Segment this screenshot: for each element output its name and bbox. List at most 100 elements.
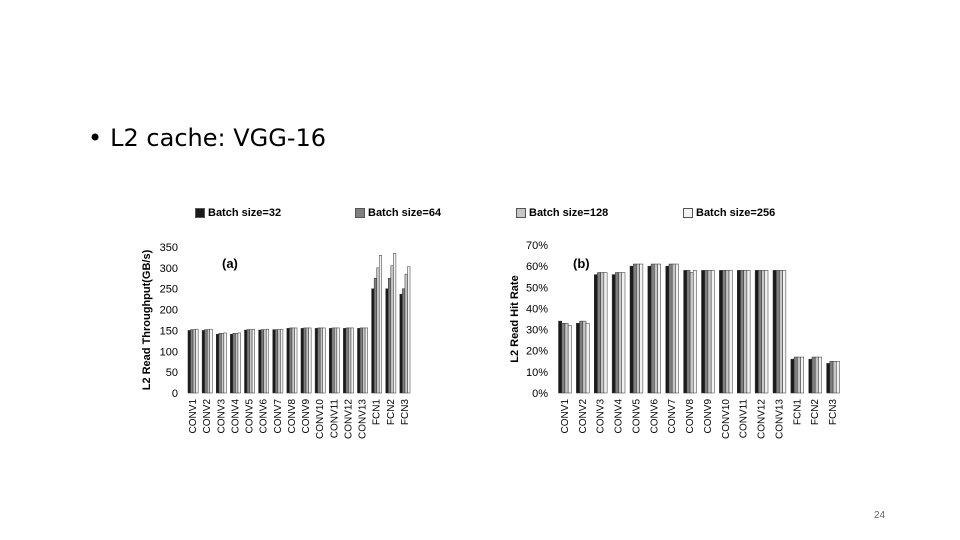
- bar-batchsize128-conv2: [206, 329, 210, 394]
- bar-batchsize128-conv1: [192, 329, 196, 394]
- y-tick-label: 70%: [526, 240, 548, 252]
- bar-batchsize256-fcn2: [393, 253, 397, 394]
- bar-batchsize256-conv12: [350, 327, 354, 394]
- bar-batchsize256-conv4: [621, 272, 626, 394]
- bar-batchsize128-conv6: [654, 263, 658, 394]
- x-tick-label: FCN2: [386, 399, 397, 426]
- bar-batchsize64-conv6: [260, 329, 264, 394]
- bar-batchsize32-conv2: [201, 330, 205, 394]
- bar-batchsize256-conv4: [237, 332, 241, 394]
- bar-batchsize128-conv9: [305, 327, 309, 394]
- bar-batchsize256-conv13: [782, 270, 787, 394]
- x-tick-label: CONV12: [757, 399, 768, 439]
- bar-batchsize128-conv3: [600, 272, 605, 394]
- bar-batchsize256-fcn1: [378, 255, 383, 394]
- bar-batchsize32-conv8: [286, 328, 290, 394]
- x-tick-label: CONV10: [315, 399, 326, 439]
- bar-batchsize32-conv12: [754, 270, 759, 394]
- bar-batchsize32-conv6: [647, 265, 652, 394]
- bar-batchsize128-conv12: [761, 270, 766, 394]
- y-axis-label: L2 Read Throughput(GB/s): [141, 249, 153, 390]
- bar-batchsize32-conv13: [772, 270, 777, 394]
- bar-batchsize256-conv1: [567, 325, 572, 394]
- bar-batchsize64-conv9: [704, 270, 709, 394]
- legend-label-batch32: Batch size=32: [208, 207, 282, 219]
- bar-batchsize128-conv3: [221, 333, 225, 394]
- bar-batchsize64-fcn1: [373, 278, 377, 394]
- bar-batchsize32-conv5: [629, 265, 634, 394]
- bar-batchsize32-conv3: [215, 333, 220, 394]
- bar-batchsize32-conv1: [187, 330, 191, 394]
- x-tick-label: CONV5: [245, 399, 256, 434]
- chart-annotation: (b): [573, 256, 590, 271]
- bar-batchsize256-conv12: [764, 270, 769, 394]
- bar-batchsize64-conv6: [650, 263, 655, 394]
- x-tick-label: CONV9: [703, 399, 714, 434]
- bar-batchsize128-conv6: [263, 329, 267, 394]
- bar-batchsize32-conv7: [272, 329, 276, 394]
- bar-batchsize256-conv1: [195, 328, 199, 394]
- bar-batchsize128-conv7: [277, 329, 281, 394]
- bar-batchsize32-fcn1: [371, 288, 375, 394]
- bar-batchsize32-conv7: [665, 265, 670, 394]
- bar-batchsize64-conv3: [597, 272, 601, 394]
- legend-swatch-batch64: [355, 208, 365, 218]
- legend-item-batch32: Batch size=32: [195, 207, 281, 219]
- bar-batchsize256-conv10: [728, 270, 733, 394]
- bar-batchsize64-conv3: [218, 333, 222, 394]
- bar-batchsize256-conv7: [280, 328, 284, 394]
- bar-batchsize128-conv11: [743, 270, 748, 394]
- bar-batchsize64-conv12: [758, 270, 762, 394]
- bar-batchsize128-fcn1: [376, 267, 380, 394]
- bar-batchsize256-conv3: [223, 332, 227, 394]
- bar-batchsize32-conv5: [244, 329, 248, 394]
- bar-batchsize64-conv5: [632, 263, 637, 394]
- bar-batchsize256-conv7: [675, 263, 679, 394]
- x-tick-label: CONV8: [685, 399, 696, 434]
- x-tick-label: CONV13: [774, 399, 785, 439]
- y-tick-label: 350: [160, 242, 178, 254]
- bar-batchsize64-conv8: [289, 327, 293, 394]
- bar-batchsize256-conv9: [710, 270, 715, 394]
- legend-label-batch64: Batch size=64: [368, 207, 442, 219]
- y-tick-label: 200: [160, 305, 178, 317]
- x-tick-label: CONV5: [631, 399, 642, 434]
- chart-legend: Batch size=32 Batch size=64 Batch size=1…: [195, 207, 815, 227]
- bar-batchsize64-conv5: [246, 329, 250, 394]
- x-tick-label: CONV3: [216, 399, 227, 434]
- bar-batchsize256-fcn3: [407, 266, 411, 394]
- bar-batchsize32-conv9: [701, 270, 705, 394]
- bar-batchsize32-fcn2: [385, 288, 389, 394]
- x-tick-label: CONV7: [273, 399, 284, 434]
- y-tick-label: 0: [172, 388, 178, 400]
- bar-batchsize256-fcn3: [836, 361, 840, 394]
- bar-batchsize256-fcn1: [800, 356, 804, 394]
- bar-batchsize256-conv8: [693, 270, 697, 394]
- bar-batchsize64-conv8: [686, 270, 691, 394]
- x-tick-label: CONV7: [667, 399, 678, 434]
- bar-batchsize128-conv8: [689, 272, 694, 394]
- bar-batchsize64-conv12: [345, 327, 349, 394]
- bar-batchsize32-conv3: [594, 274, 598, 394]
- y-tick-label: 50%: [526, 282, 548, 294]
- legend-item-batch256: Batch size=256: [683, 207, 775, 219]
- bar-batchsize256-conv9: [308, 327, 312, 394]
- bar-batchsize256-fcn2: [818, 356, 822, 394]
- bar-batchsize32-fcn2: [808, 358, 813, 394]
- x-tick-label: CONV9: [301, 399, 312, 434]
- bar-batchsize256-conv8: [294, 327, 298, 394]
- bar-batchsize128-conv13: [779, 270, 783, 394]
- bar-batchsize128-conv7: [671, 263, 676, 394]
- bar-batchsize64-conv10: [317, 327, 321, 394]
- bar-batchsize256-conv6: [657, 263, 661, 394]
- bar-batchsize64-fcn3: [402, 288, 406, 394]
- y-tick-label: 100: [160, 346, 178, 358]
- x-tick-label: CONV4: [614, 399, 625, 434]
- bar-batchsize128-fcn2: [390, 265, 394, 394]
- bar-batchsize256-conv3: [603, 272, 608, 394]
- bar-batchsize64-fcn1: [793, 356, 798, 394]
- bar-batchsize64-fcn2: [811, 356, 816, 394]
- bar-batchsize32-conv13: [357, 328, 361, 394]
- bar-batchsize32-conv11: [328, 328, 333, 394]
- bar-batchsize128-conv1: [564, 322, 569, 394]
